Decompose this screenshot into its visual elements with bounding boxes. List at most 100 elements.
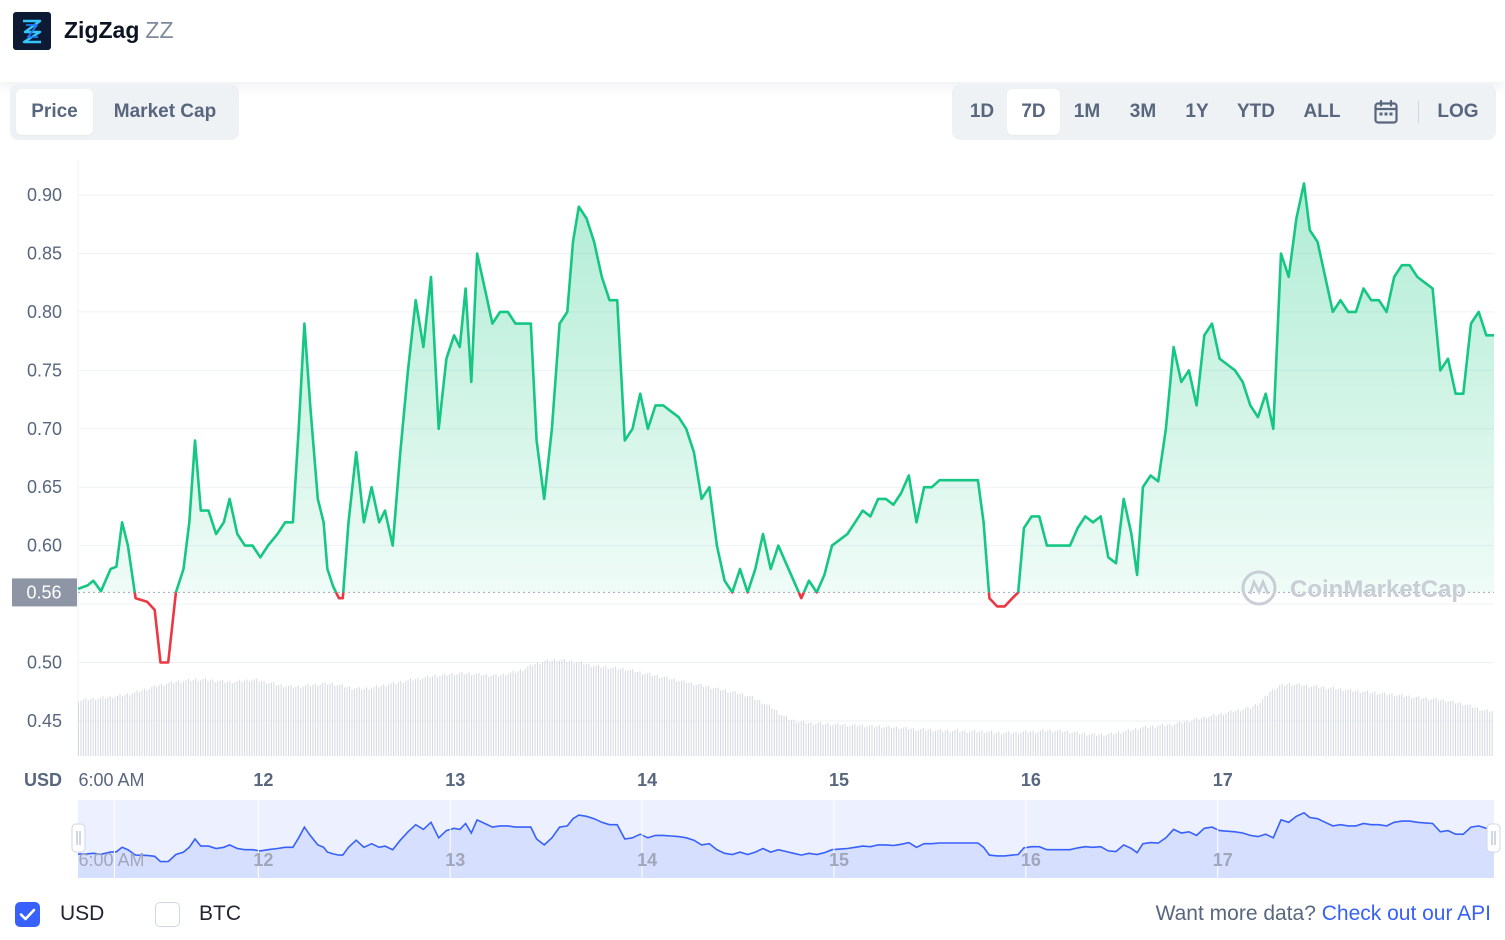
volume-bar <box>358 687 360 756</box>
volume-bar <box>1183 721 1185 756</box>
volume-bar <box>898 728 900 756</box>
range-ytd[interactable]: YTD <box>1237 101 1275 122</box>
volume-bar <box>847 726 849 756</box>
volume-bar <box>161 683 163 756</box>
log-scale-toggle[interactable]: LOG <box>1437 101 1479 122</box>
volume-bar <box>410 678 412 756</box>
volume-bar <box>1152 725 1154 756</box>
volume-bar <box>1132 729 1134 756</box>
volume-bar <box>698 684 700 756</box>
usd-label[interactable]: USD <box>60 902 105 925</box>
volume-bar <box>1454 703 1456 756</box>
range-1y[interactable]: 1Y <box>1185 101 1209 122</box>
volume-bar <box>756 699 758 756</box>
navigator-left-handle-grip[interactable] <box>71 823 86 853</box>
volume-bar <box>466 673 468 756</box>
volume-bar <box>983 733 985 756</box>
volume-bar <box>844 723 846 756</box>
volume-bar <box>888 725 890 756</box>
volume-bar <box>720 690 722 756</box>
volume-bar <box>495 673 497 756</box>
volume-bar <box>724 689 727 756</box>
volume-bar <box>432 676 434 756</box>
volume-bar <box>348 686 351 756</box>
volume-bar <box>832 724 834 756</box>
range-all[interactable]: ALL <box>1303 101 1341 122</box>
range-1d[interactable]: 1D <box>969 101 995 122</box>
volume-bar <box>273 682 275 756</box>
volume-bar <box>949 732 951 756</box>
navigator-tick-label: 14 <box>637 850 657 870</box>
volume-bar <box>1415 696 1417 756</box>
volume-bar <box>453 675 456 756</box>
volume-bar <box>422 678 424 756</box>
volume-bar <box>827 723 829 756</box>
volume-bar <box>1425 697 1427 756</box>
volume-bar <box>424 677 426 756</box>
range-3m[interactable]: 3M <box>1129 101 1157 122</box>
navigator[interactable]: 6:00 AM 12 13 14 15 16 17 <box>71 800 1501 878</box>
volume-bar <box>969 732 971 756</box>
volume-bar <box>558 660 560 756</box>
volume-bar <box>1330 687 1332 756</box>
tab-market-cap[interactable]: Market Cap <box>113 101 217 122</box>
navigator-right-handle[interactable] <box>1486 823 1501 853</box>
volume-bar <box>1086 735 1088 756</box>
volume-bar <box>1039 730 1041 756</box>
btc-label[interactable]: BTC <box>199 902 241 925</box>
y-tick-label: 0.75 <box>27 360 62 380</box>
navigator-right-handle-grip[interactable] <box>1486 823 1501 853</box>
volume-bar <box>334 685 336 756</box>
volume-bar <box>683 680 685 756</box>
volume-bar <box>991 730 993 756</box>
volume-bar <box>764 704 766 756</box>
volume-bar <box>1064 731 1066 756</box>
volume-bar <box>1218 714 1220 756</box>
volume-bar <box>1157 726 1159 756</box>
volume-bar <box>256 678 258 756</box>
volume-bar <box>1269 692 1271 756</box>
volume-bar <box>1103 736 1105 756</box>
volume-bar <box>922 727 924 756</box>
volume-bar <box>1140 728 1142 756</box>
price-chart[interactable]: 0.45 0.50 0.60 0.65 0.70 0.75 0.80 0.85 0.90 Coi… <box>0 150 1505 890</box>
volume-bar <box>204 678 206 756</box>
volume-bar <box>1325 689 1327 756</box>
btc-checkbox[interactable] <box>155 902 180 927</box>
volume-bar <box>483 674 485 756</box>
range-7d[interactable]: 7D <box>1007 89 1060 135</box>
volume-bar <box>1379 693 1381 756</box>
volume-bar <box>1479 710 1481 756</box>
api-link[interactable]: Check out our API <box>1321 902 1491 925</box>
volume-bar <box>92 697 94 756</box>
volume-bar <box>280 684 282 756</box>
volume-bar <box>873 727 875 756</box>
volume-bar <box>822 724 824 756</box>
navigator-left-handle[interactable] <box>71 823 86 853</box>
navigator-tick-label: 17 <box>1213 850 1233 870</box>
x-axis-labels: 6:00 AM 12 13 14 15 16 17 <box>78 770 1232 790</box>
range-1m[interactable]: 1M <box>1073 101 1101 122</box>
usd-checkbox[interactable] <box>15 902 40 927</box>
volume-bar <box>1066 730 1068 756</box>
volume-bar <box>900 728 902 756</box>
y-tick-label: 0.65 <box>27 477 62 497</box>
volume-bar <box>786 716 788 756</box>
volume-bar <box>766 704 768 756</box>
volume-bar <box>134 692 136 756</box>
coin-symbol: ZZ <box>145 17 174 43</box>
volume-bar <box>993 733 995 756</box>
volume-bar <box>571 660 573 756</box>
volume-bar <box>451 673 453 756</box>
volume-bar <box>95 700 97 756</box>
tab-price[interactable]: Price <box>16 89 93 135</box>
volume-bar <box>1071 732 1073 756</box>
volume-bar <box>285 686 287 756</box>
volume-bar <box>1154 727 1156 756</box>
volume-bar <box>932 731 934 756</box>
volume-bar <box>493 674 495 756</box>
volume-bar <box>705 686 707 756</box>
volume-bar <box>1022 731 1024 756</box>
calendar-icon[interactable] <box>1362 89 1410 135</box>
volume-bar <box>512 670 514 756</box>
